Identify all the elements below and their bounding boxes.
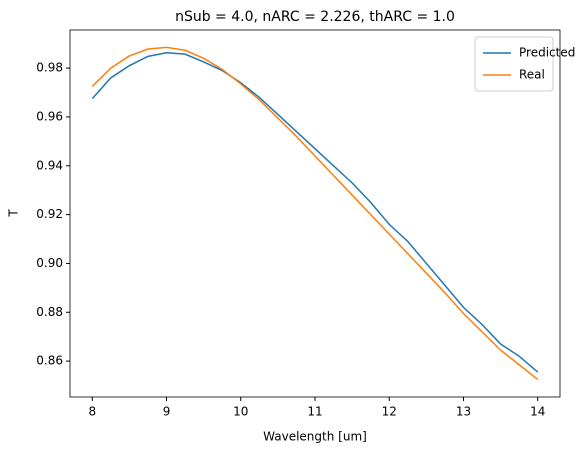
y-tick-label: 0.98 xyxy=(36,61,63,75)
x-tick-label: 11 xyxy=(307,405,322,419)
plot-frame xyxy=(69,29,561,398)
line-series xyxy=(91,46,539,381)
y-tick-label: 0.94 xyxy=(36,158,63,172)
x-tick-label: 9 xyxy=(163,405,171,419)
chart-title: nSub = 4.0, nARC = 2.226, thARC = 1.0 xyxy=(175,9,455,25)
x-axis-label: Wavelength [um] xyxy=(263,430,367,444)
line-series xyxy=(91,51,539,373)
y-axis-label: T xyxy=(7,209,21,218)
legend-label: Real xyxy=(519,68,545,82)
y-tick-label: 0.86 xyxy=(36,354,63,368)
legend-box xyxy=(474,36,554,92)
x-tick-label: 12 xyxy=(382,405,397,419)
x-tick-label: 10 xyxy=(233,405,248,419)
y-tick-label: 0.90 xyxy=(36,256,63,270)
x-tick-label: 14 xyxy=(530,405,545,419)
x-tick-label: 13 xyxy=(456,405,471,419)
legend-label: Predicted xyxy=(519,46,575,60)
x-tick-label: 8 xyxy=(88,405,96,419)
y-tick-label: 0.92 xyxy=(36,207,63,221)
y-tick-label: 0.96 xyxy=(36,109,63,123)
y-tick-label: 0.88 xyxy=(36,305,63,319)
